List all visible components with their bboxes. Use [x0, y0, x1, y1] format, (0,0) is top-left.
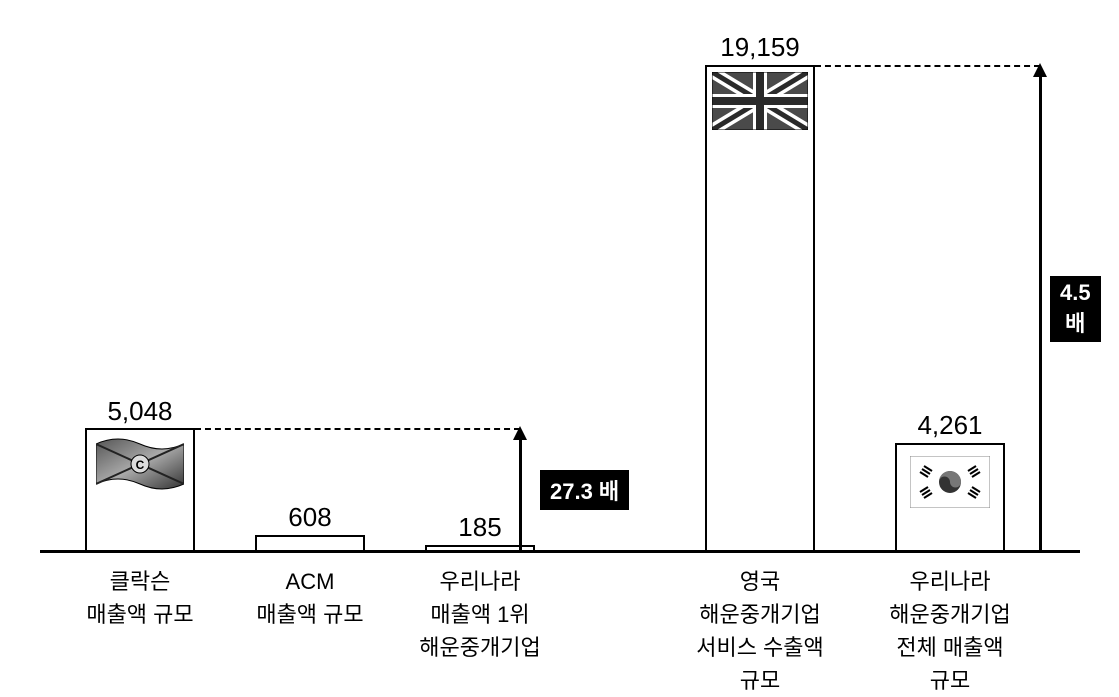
bar-value-korea-total: 4,261 [880, 410, 1020, 441]
uk-flag-icon [712, 72, 808, 130]
ratio1-badge: 27.3 배 [540, 470, 629, 510]
ratio2-badge: 4.5 배 [1050, 276, 1101, 342]
bar-label-acm: ACM매출액 규모 [220, 565, 400, 631]
bar-label-clarkson: 클락슨매출액 규모 [50, 565, 230, 631]
bar-value-korea-top1: 185 [410, 512, 550, 543]
ratio1-arrow-line [519, 438, 522, 550]
bar-label-korea-total: 우리나라해운중개기업전체 매출액규모 [860, 565, 1040, 697]
ratio2-arrow-line [1039, 75, 1042, 550]
bar-label-korea-top1: 우리나라매출액 1위해운중개기업 [390, 565, 570, 664]
bar-acm [255, 535, 365, 550]
ratio2-arrow-head-icon [1033, 63, 1047, 77]
bar-uk [705, 65, 815, 550]
clarkson-flag-icon: C [96, 438, 184, 490]
korea-flag-icon [910, 456, 990, 508]
svg-text:C: C [136, 458, 145, 472]
x-axis-baseline [40, 550, 1080, 553]
bar-label-uk: 영국해운중개기업서비스 수출액규모 [670, 565, 850, 697]
bar-value-acm: 608 [240, 502, 380, 533]
ratio2-dashed [815, 65, 1040, 67]
bar-value-uk: 19,159 [690, 32, 830, 63]
bar-value-clarkson: 5,048 [70, 396, 210, 427]
ratio1-arrow-head-icon [513, 426, 527, 440]
ratio1-dashed [195, 428, 520, 430]
chart-area: 5,048 클락슨매출액 규모 C 608 ACM매출액 규모 185 우리나라… [40, 20, 1080, 670]
